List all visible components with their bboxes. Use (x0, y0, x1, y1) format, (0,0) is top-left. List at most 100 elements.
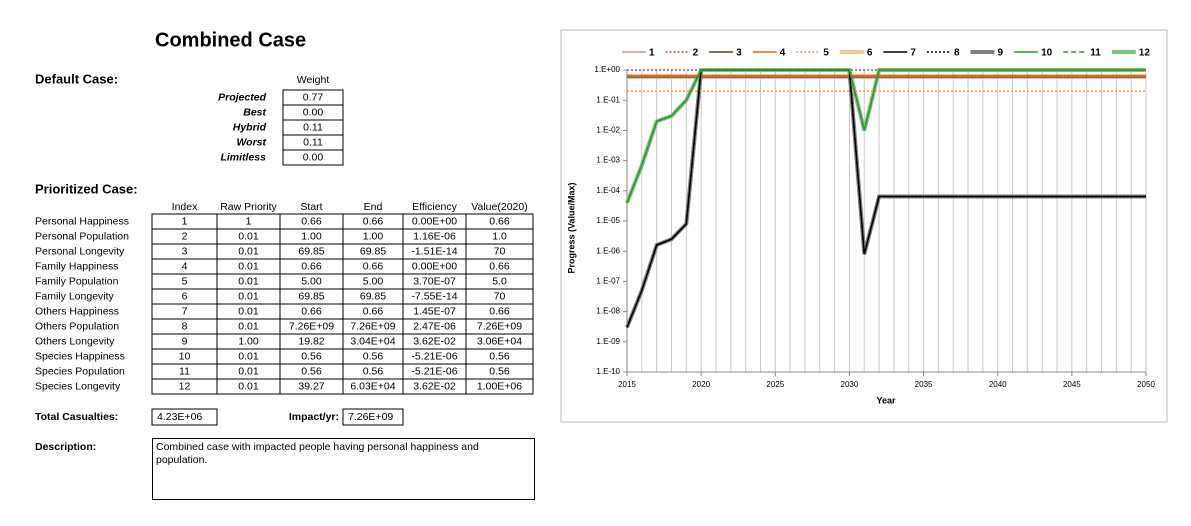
cell-value: 0.56 (301, 365, 322, 377)
y-tick-label: 1.E-08 (596, 307, 620, 316)
cell (151, 408, 218, 426)
cell-value: 0.66 (489, 260, 510, 272)
field-value: 7.26E+09 (348, 411, 393, 423)
y-tick-label: 1.E-04 (596, 186, 620, 195)
cell-value: 5.0 (492, 275, 507, 287)
cell-value: 1.00 (363, 230, 384, 242)
cell-value: 5.00 (363, 275, 384, 287)
cell-value: 10 (179, 350, 191, 362)
column-header: End (364, 201, 383, 213)
cell-value: 3 (182, 245, 188, 257)
field-label: Description: (35, 441, 96, 453)
series-line (626, 69, 1146, 204)
cell-value: -7.55E-14 (411, 290, 457, 302)
column-header: Value(2020) (471, 201, 527, 213)
y-tick-label: 1.E-01 (596, 95, 620, 104)
cell-value: 3.62E-02 (413, 335, 456, 347)
row-label: Personal Happiness (35, 215, 129, 227)
row-label: Projected (218, 91, 266, 103)
y-tick-label: 1.E-05 (596, 216, 620, 225)
y-tick-label: 1.E-03 (596, 156, 620, 165)
cell-value: 1.45E-07 (413, 305, 456, 317)
cell-value: 3.70E-07 (413, 275, 456, 287)
cell-value: 0.66 (301, 305, 322, 317)
field-value: 4.23E+06 (157, 411, 202, 423)
cell-value: 0.00 (303, 106, 324, 118)
cell-value: 4 (182, 260, 188, 272)
description-box: Combined case with impacted people havin… (152, 438, 535, 500)
x-tick-label: 2030 (841, 380, 859, 389)
column-header: Index (172, 201, 198, 213)
cell-value: 0.66 (301, 215, 322, 227)
row-label: Personal Longevity (35, 245, 125, 257)
cell-value: 6.03E+04 (350, 380, 395, 392)
y-axis-label: Progress (Value/Max) (566, 182, 576, 273)
cell-value: 0.01 (238, 260, 259, 272)
cell-value: 0.01 (238, 320, 259, 332)
cell-value: 1.00 (238, 335, 259, 347)
cell-value: 1.0 (492, 230, 507, 242)
legend-label: 10 (1041, 48, 1053, 59)
cell-value: 12 (179, 380, 191, 392)
cell-value: 69.85 (360, 245, 386, 257)
cell-value: 3.62E-02 (413, 380, 456, 392)
x-tick-label: 2045 (1063, 380, 1081, 389)
cell-value: 0.00E+00 (412, 260, 457, 272)
row-label: Species Population (35, 365, 125, 377)
cell-value: 0.11 (303, 121, 323, 133)
row-label: Others Population (35, 320, 119, 332)
x-axis-label: Year (876, 395, 896, 405)
column-header: Raw Priority (220, 201, 277, 213)
cell-value: 7.26E+09 (289, 320, 334, 332)
cell (342, 408, 404, 426)
legend-label: 9 (998, 48, 1004, 59)
cell-value: 9 (182, 335, 188, 347)
cell-value: 69.85 (360, 290, 386, 302)
cell-value: -5.21E-06 (411, 365, 457, 377)
cell-value: 2.47E-06 (413, 320, 456, 332)
cell-value: 70 (494, 290, 506, 302)
row-label: Family Population (35, 275, 119, 287)
row-label: Family Happiness (35, 260, 118, 272)
cell-value: 0.01 (238, 245, 259, 257)
cell-value: 0.56 (489, 365, 510, 377)
cell-value: 5.00 (301, 275, 322, 287)
cell-value: 0.01 (238, 290, 259, 302)
field-label: Impact/yr: (289, 411, 339, 423)
y-tick-label: 1.E+00 (594, 65, 620, 74)
row-label: Best (243, 106, 266, 118)
cell-value: 1.00E+06 (477, 380, 522, 392)
cell-value: 69.85 (298, 245, 324, 257)
cell-value: 0.56 (301, 350, 322, 362)
legend-label: 6 (867, 48, 873, 59)
cell-value: 19.82 (298, 335, 324, 347)
row-label: Hybrid (233, 121, 267, 133)
cell-value: 0.00E+00 (412, 215, 457, 227)
row-label: Personal Population (35, 230, 129, 242)
x-tick-label: 2050 (1137, 380, 1155, 389)
y-tick-label: 1.E-10 (596, 367, 620, 376)
section-label: Default Case: (35, 71, 118, 86)
legend-label: 3 (736, 48, 742, 59)
section-label: Prioritized Case: (35, 181, 138, 196)
cell-value: 0.01 (238, 350, 259, 362)
legend-label: 2 (693, 48, 699, 59)
cell-value: 0.01 (238, 305, 259, 317)
column-header: Start (300, 201, 322, 213)
cell-value: 6 (182, 290, 188, 302)
row-label: Species Longevity (35, 380, 121, 392)
column-header: Weight (297, 74, 330, 86)
row-label: Limitless (220, 151, 266, 163)
x-tick-label: 2035 (915, 380, 933, 389)
cell-value: 7.26E+09 (477, 320, 522, 332)
cell-value: 11 (179, 365, 190, 377)
y-tick-label: 1.E-02 (596, 126, 620, 135)
cell-value: 1 (182, 215, 188, 227)
cell-value: 39.27 (298, 380, 324, 392)
cell (465, 378, 534, 395)
cell-value: 3.06E+04 (477, 335, 522, 347)
cell-value: 0.66 (363, 305, 384, 317)
cell-value: 0.11 (303, 136, 323, 148)
